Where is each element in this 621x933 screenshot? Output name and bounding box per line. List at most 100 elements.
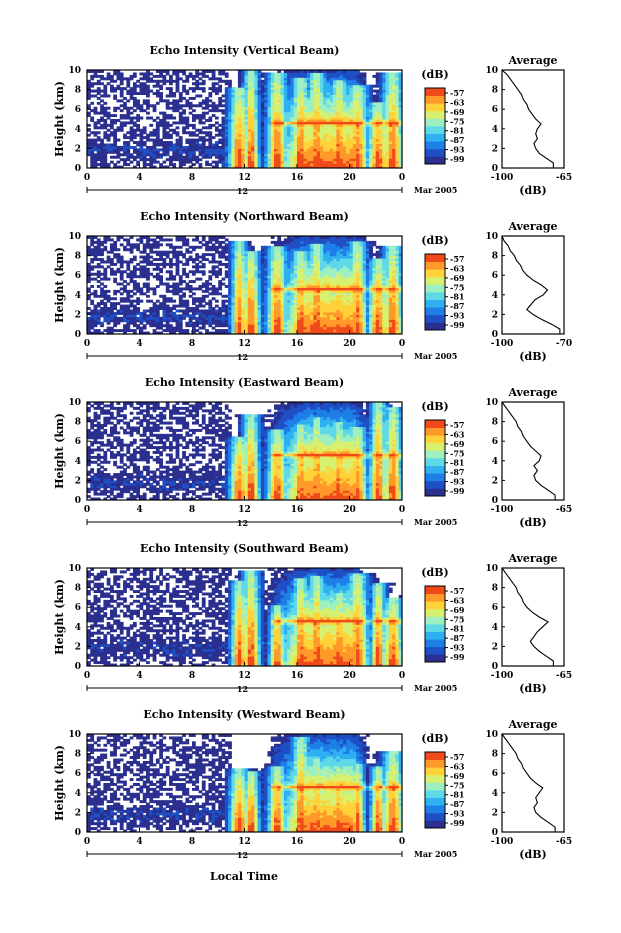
heatmap-cell: [153, 268, 157, 271]
heatmap-cell: [130, 295, 134, 298]
x-tick-label: 12: [238, 173, 251, 183]
heatmap-cell: [225, 305, 229, 308]
heatmap-cell: [169, 251, 173, 254]
heatmap-cell: [281, 72, 285, 75]
heatmap-cell: [176, 139, 180, 142]
heatmap-cell: [120, 99, 124, 102]
heatmap-cell: [254, 251, 258, 254]
heatmap-cell: [159, 148, 163, 151]
heatmap-cell: [143, 109, 147, 112]
heatmap-cell: [228, 241, 232, 244]
heatmap-cell: [208, 109, 212, 112]
heatmap-cell: [182, 126, 186, 129]
heatmap-cell: [169, 141, 173, 144]
heatmap-cell: [281, 241, 285, 244]
heatmap-cell: [192, 322, 196, 325]
heatmap-cell: [166, 283, 170, 286]
heatmap-cell: [176, 283, 180, 286]
heatmap-cell: [97, 302, 101, 305]
heatmap-cell: [133, 109, 137, 112]
heatmap-cell: [149, 273, 153, 276]
heatmap-cell: [136, 85, 140, 88]
heatmap-cell: [123, 280, 127, 283]
heatmap-cell: [120, 256, 124, 259]
heatmap-cell: [189, 314, 193, 317]
heatmap-cell: [212, 307, 216, 310]
heatmap-cell: [182, 310, 186, 313]
heatmap-cell: [199, 297, 203, 300]
heatmap-cell: [140, 256, 144, 259]
heatmap-cell: [205, 241, 209, 244]
heatmap-cell: [110, 119, 114, 122]
heatmap-cell: [149, 243, 153, 246]
heatmap-cell: [222, 329, 226, 332]
heatmap-cell: [153, 85, 157, 88]
heatmap-cell: [113, 297, 117, 300]
heatmap-cell: [372, 90, 376, 93]
heatmap-cell: [126, 163, 130, 166]
heatmap-cell: [202, 107, 206, 110]
heatmap-cell: [120, 114, 124, 117]
heatmap-cell: [126, 107, 130, 110]
heatmap-cell: [228, 80, 232, 83]
heatmap-cell: [202, 305, 206, 308]
heatmap-cell: [156, 251, 160, 254]
heatmap-cell: [159, 85, 163, 88]
heatmap-cell: [225, 243, 229, 246]
heatmap-cell: [189, 280, 193, 283]
heatmap-cell: [130, 75, 134, 78]
heatmap-cell: [117, 310, 121, 313]
heatmap-cell: [100, 278, 104, 281]
heatmap-cell: [222, 117, 226, 120]
heatmap-cell: [199, 114, 203, 117]
heatmap-cell: [117, 146, 121, 149]
heatmap-cell: [140, 72, 144, 75]
heatmap-cell: [271, 246, 275, 249]
heatmap-cell: [208, 104, 212, 107]
heatmap-cell: [97, 87, 101, 90]
heatmap-cell: [94, 107, 98, 110]
heatmap-cell: [97, 280, 101, 283]
heatmap-cell: [182, 156, 186, 159]
heatmap-cell: [159, 92, 163, 95]
heatmap-cell: [205, 253, 209, 256]
heatmap-cell: [90, 95, 94, 98]
heatmap-cell: [149, 256, 153, 259]
heatmap-cell: [202, 112, 206, 115]
heatmap-cell: [97, 144, 101, 147]
heatmap-cell: [395, 72, 399, 75]
heatmap-cell: [205, 126, 209, 129]
heatmap-cell: [222, 99, 226, 102]
heatmap-cell: [202, 270, 206, 273]
heatmap-cell: [153, 263, 157, 266]
heatmap-cell: [149, 90, 153, 93]
heatmap-cell: [264, 246, 268, 249]
heatmap-cell: [189, 270, 193, 273]
heatmap-cell: [195, 139, 199, 142]
heatmap-cell: [146, 117, 150, 120]
heatmap-cell: [149, 124, 153, 127]
heatmap-cell: [199, 136, 203, 139]
colorbar-segment: [425, 118, 445, 126]
heatmap-cell: [110, 131, 114, 134]
heatmap-cell: [162, 161, 166, 164]
heatmap-cell: [113, 114, 117, 117]
heatmap-cell: [202, 121, 206, 124]
heatmap-cell: [208, 99, 212, 102]
heatmap-cell: [107, 134, 111, 137]
heatmap-cell: [110, 156, 114, 159]
heatmap-cell: [372, 85, 376, 88]
x-tick-label: 4: [136, 173, 142, 183]
heatmap-cell: [136, 161, 140, 164]
heatmap-cell: [195, 317, 199, 320]
heatmap-cell: [166, 243, 170, 246]
heatmap-cell: [267, 72, 271, 75]
heatmap-cell: [235, 87, 239, 90]
heatmap-cell: [90, 75, 94, 78]
heatmap-cell: [205, 329, 209, 332]
heatmap-cell: [189, 246, 193, 249]
heatmap-cell: [215, 141, 219, 144]
heatmap-cell: [143, 324, 147, 327]
heatmap-cell: [205, 295, 209, 298]
heatmap-cell: [179, 314, 183, 317]
